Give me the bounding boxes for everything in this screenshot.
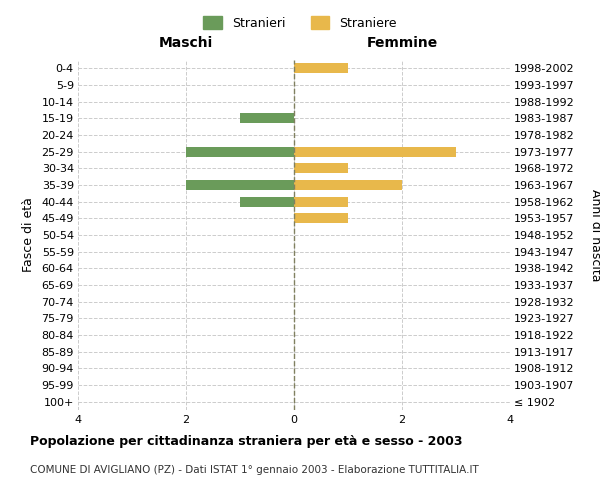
Y-axis label: Fasce di età: Fasce di età [22,198,35,272]
Text: COMUNE DI AVIGLIANO (PZ) - Dati ISTAT 1° gennaio 2003 - Elaborazione TUTTITALIA.: COMUNE DI AVIGLIANO (PZ) - Dati ISTAT 1°… [30,465,479,475]
Bar [294,214,348,224]
Text: Maschi: Maschi [159,36,213,50]
Bar [294,64,348,74]
Bar [240,196,294,206]
Bar [240,114,294,124]
Bar [186,146,294,156]
Legend: Stranieri, Straniere: Stranieri, Straniere [198,11,402,35]
Y-axis label: Anni di nascita: Anni di nascita [589,188,600,281]
Bar [294,196,348,206]
Bar [186,180,294,190]
Text: Femmine: Femmine [367,36,437,50]
Text: Popolazione per cittadinanza straniera per età e sesso - 2003: Popolazione per cittadinanza straniera p… [30,435,463,448]
Bar [294,164,348,173]
Bar [294,146,456,156]
Bar [294,180,402,190]
